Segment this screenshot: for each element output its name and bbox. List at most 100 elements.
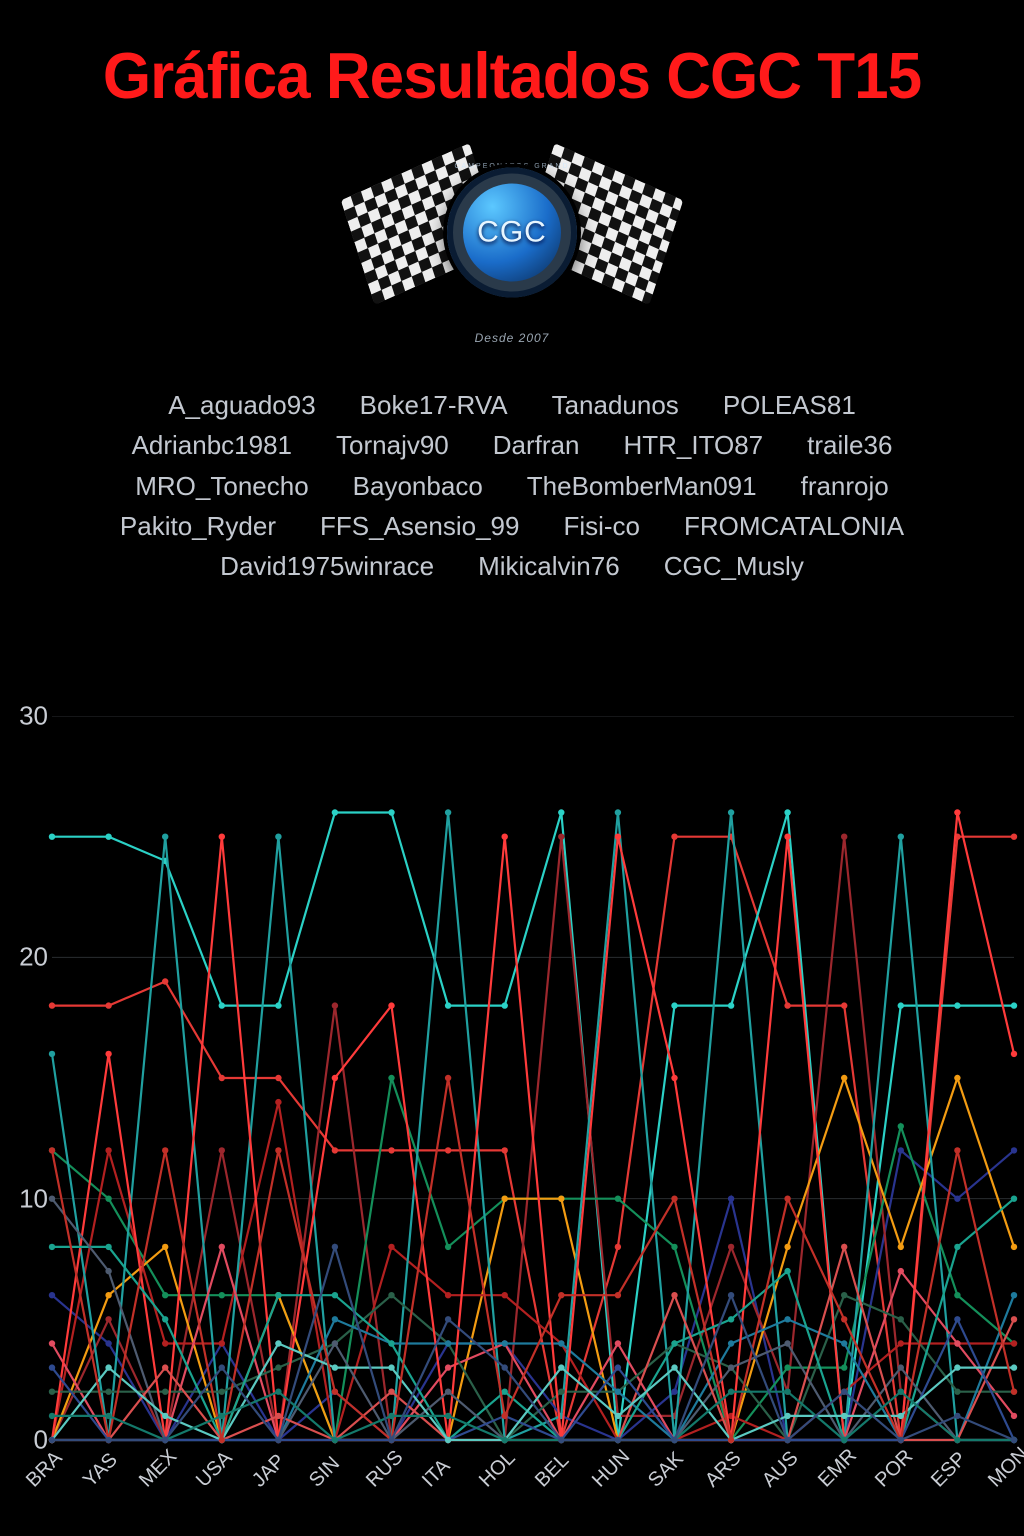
- series-point: [898, 1244, 904, 1250]
- series-point: [841, 834, 847, 840]
- series-point: [728, 1364, 734, 1370]
- series-point: [784, 1268, 790, 1274]
- series-point: [728, 1437, 734, 1443]
- legend-item: Boke17-RVA: [338, 385, 530, 425]
- series-point: [332, 1364, 338, 1370]
- series-point: [784, 1413, 790, 1419]
- series-point: [558, 1292, 564, 1298]
- series-point: [1011, 1364, 1017, 1370]
- series-point: [898, 1147, 904, 1153]
- series-point: [275, 1292, 281, 1298]
- series-point: [49, 1292, 55, 1298]
- series-point: [445, 1316, 451, 1322]
- series-point: [105, 1437, 111, 1443]
- series-point: [1011, 1316, 1017, 1322]
- legend-item: CGC_Musly: [642, 546, 826, 586]
- series-point: [332, 1437, 338, 1443]
- series-point: [388, 1244, 394, 1250]
- series-point: [615, 1196, 621, 1202]
- chart-area: 0102030 BRAYASMEXUSAJAPSINRUSITAHOLBELHU…: [0, 716, 1024, 1536]
- series-point: [445, 1389, 451, 1395]
- series-point: [388, 1413, 394, 1419]
- legend-item: A_aguado93: [146, 385, 337, 425]
- series-point: [784, 1389, 790, 1395]
- series-point: [332, 1075, 338, 1081]
- series-point: [275, 1099, 281, 1105]
- series-point: [671, 1340, 677, 1346]
- series-point: [1011, 1147, 1017, 1153]
- series-point: [502, 1292, 508, 1298]
- series-point: [1011, 1389, 1017, 1395]
- series-point: [841, 1316, 847, 1322]
- series-point: [898, 1340, 904, 1346]
- series-point: [615, 1244, 621, 1250]
- series-line: [52, 813, 1014, 1441]
- series-point: [841, 1292, 847, 1298]
- y-tick-label: 30: [0, 701, 48, 732]
- series-point: [784, 1196, 790, 1202]
- series-point: [1011, 1413, 1017, 1419]
- series-point: [388, 809, 394, 815]
- series-point: [162, 1292, 168, 1298]
- series-point: [162, 1316, 168, 1322]
- legend-item: Fisi-co: [541, 506, 662, 546]
- series-point: [1011, 1340, 1017, 1346]
- series-point: [954, 1316, 960, 1322]
- series-point: [275, 1340, 281, 1346]
- series-point: [841, 1244, 847, 1250]
- series-point: [219, 1389, 225, 1395]
- series-point: [445, 1075, 451, 1081]
- series-point: [388, 1002, 394, 1008]
- logo-badge-icon: CGC: [447, 168, 577, 298]
- series-point: [898, 1002, 904, 1008]
- series-point: [49, 1002, 55, 1008]
- series-point: [332, 1340, 338, 1346]
- series-point: [841, 1389, 847, 1395]
- series-point: [445, 809, 451, 815]
- series-point: [502, 1389, 508, 1395]
- logo-badge-text: CGC: [477, 216, 547, 250]
- series-point: [841, 1437, 847, 1443]
- chart-legend: A_aguado93Boke17-RVATanadunosPOLEAS81Adr…: [52, 385, 972, 586]
- series-point: [219, 1075, 225, 1081]
- series-point: [445, 1002, 451, 1008]
- series-point: [1011, 1002, 1017, 1008]
- series-point: [954, 1075, 960, 1081]
- series-point: [332, 1389, 338, 1395]
- logo-subtitle: Desde 2007: [362, 331, 662, 345]
- series-point: [502, 1340, 508, 1346]
- series-point: [898, 1413, 904, 1419]
- series-point: [105, 1147, 111, 1153]
- series-point: [105, 1244, 111, 1250]
- y-tick-label: 10: [0, 1183, 48, 1214]
- legend-item: traile36: [785, 425, 914, 465]
- series-point: [728, 809, 734, 815]
- logo-container: CAMPEONATOS GRAND CHELEM CGC Desde 2007: [0, 139, 1024, 339]
- legend-item: TheBomberMan091: [505, 466, 779, 506]
- page-title: Gráfica Resultados CGC T15: [0, 0, 1024, 114]
- series-point: [388, 1075, 394, 1081]
- series-point: [898, 1268, 904, 1274]
- series-point: [219, 834, 225, 840]
- series-point: [898, 1364, 904, 1370]
- series-point: [615, 809, 621, 815]
- series-point: [219, 1244, 225, 1250]
- series-point: [671, 1292, 677, 1298]
- series-point: [49, 1147, 55, 1153]
- series-point: [388, 1389, 394, 1395]
- series-point: [332, 1292, 338, 1298]
- series-point: [728, 1196, 734, 1202]
- series-point: [671, 1364, 677, 1370]
- series-point: [49, 1244, 55, 1250]
- series-point: [388, 1340, 394, 1346]
- y-tick-label: 20: [0, 942, 48, 973]
- series-point: [219, 1437, 225, 1443]
- series-point: [558, 1340, 564, 1346]
- series-point: [105, 1292, 111, 1298]
- series-point: [784, 809, 790, 815]
- series-point: [671, 1196, 677, 1202]
- series-point: [332, 1244, 338, 1250]
- series-point: [728, 1244, 734, 1250]
- series-point: [502, 1437, 508, 1443]
- series-point: [954, 1413, 960, 1419]
